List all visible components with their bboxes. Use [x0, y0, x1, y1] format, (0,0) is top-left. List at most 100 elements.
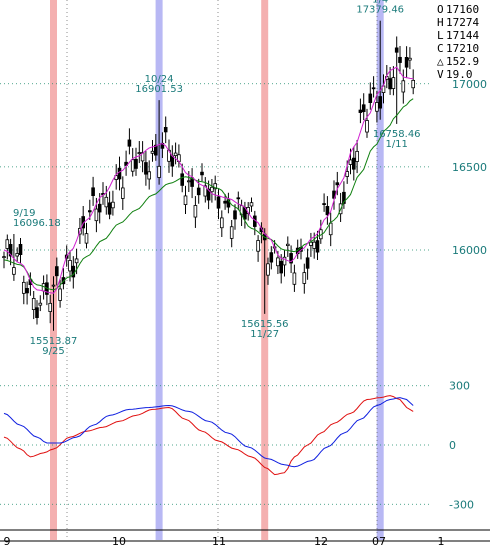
candle: [21, 275, 26, 305]
candle-body: [328, 222, 333, 236]
ohlc-readout: O 17160 H 17274 L 17144 C 17210 △ 152.9 …: [437, 3, 479, 81]
candle-body: [302, 272, 307, 284]
candle: [249, 197, 254, 212]
candle: [355, 139, 359, 174]
annotation-low: 11/27: [250, 329, 279, 340]
annotation-high: 10/24: [145, 74, 174, 85]
month-label: 1: [438, 535, 445, 548]
candle-body: [269, 252, 274, 263]
candle-body: [21, 281, 26, 294]
candle-body: [58, 288, 62, 301]
ohlc-volume-label: V: [437, 68, 444, 81]
candle: [394, 36, 399, 124]
candle-body: [289, 253, 293, 264]
candle-body: [355, 150, 359, 162]
annotation-low: 16758.46: [373, 129, 421, 140]
ohlc-open-label: O: [437, 3, 444, 16]
candle-body: [107, 202, 112, 215]
candle: [398, 45, 402, 74]
candle: [35, 300, 39, 325]
candle: [84, 222, 89, 249]
candle: [219, 210, 224, 237]
candle: [117, 156, 122, 191]
candle: [325, 196, 330, 225]
ma-short-line: [3, 66, 414, 294]
candle-body: [94, 208, 99, 222]
candle-body: [375, 102, 379, 112]
candle-body: [236, 197, 241, 200]
candle-body: [91, 187, 95, 197]
candle-body: [371, 87, 376, 90]
highlight-band-9-25: [50, 0, 57, 540]
candle: [157, 100, 161, 185]
candle-body: [55, 266, 59, 277]
candle: [167, 139, 171, 173]
annotation-low: 15513.87: [30, 336, 78, 347]
candle: [104, 185, 109, 215]
candle-body: [266, 263, 270, 276]
candle: [170, 145, 175, 177]
candle: [411, 69, 415, 95]
candle-body: [173, 152, 178, 157]
candle: [279, 254, 283, 284]
candle: [243, 201, 247, 229]
candle-body: [137, 152, 142, 154]
candle-body: [104, 196, 109, 208]
month-label: 12: [314, 535, 328, 548]
candle: [408, 47, 412, 70]
ohlc-open-value: 17160: [446, 3, 479, 16]
candle-body: [186, 180, 191, 183]
candle-body: [163, 127, 168, 133]
ohlc-close-value: 17210: [446, 42, 479, 55]
osc-tick-label: -300: [449, 498, 474, 511]
candle-body: [144, 162, 148, 175]
candle: [269, 246, 274, 270]
candle: [315, 230, 320, 261]
candle-body: [200, 171, 204, 176]
candle: [177, 144, 181, 168]
candle: [173, 142, 178, 165]
candle: [378, 20, 382, 120]
candle: [292, 264, 297, 292]
annotation-high: 16901.53: [135, 84, 183, 95]
candle: [45, 274, 49, 306]
candle-body: [282, 256, 287, 266]
candle-body: [404, 57, 409, 68]
candle: [328, 212, 333, 247]
candle-body: [378, 96, 382, 109]
candle-body: [216, 196, 221, 209]
candle: [190, 168, 194, 199]
month-label: 9: [4, 535, 11, 548]
candle: [193, 196, 198, 228]
candle: [147, 160, 152, 190]
candle-body: [401, 80, 406, 93]
candle: [233, 204, 237, 230]
highlight-band-10-24: [155, 0, 163, 540]
candle-body: [127, 139, 132, 147]
candle-body: [322, 203, 326, 205]
candle-body: [210, 186, 214, 193]
candle-body: [315, 240, 320, 253]
candle: [107, 191, 112, 220]
candle: [229, 219, 234, 248]
candle-body: [8, 244, 13, 257]
candle: [25, 281, 29, 305]
osc-tick-label: 300: [449, 380, 470, 393]
axis-labels: 16000 16500 17000 300 0 -300 9 10 11 12 07 1: [4, 78, 488, 548]
month-label: 07: [372, 535, 386, 548]
candle-body: [292, 272, 297, 285]
candle-body: [157, 165, 161, 178]
candle-body: [180, 173, 185, 186]
candle: [365, 108, 369, 138]
ohlc-change-value: 152.9: [446, 55, 479, 68]
candle-body: [325, 206, 330, 216]
candle: [210, 178, 214, 203]
candle-body: [358, 109, 363, 113]
highlight-band-1-4: [376, 0, 384, 540]
candle-body: [312, 241, 316, 249]
candle-body: [12, 267, 16, 275]
candle: [8, 238, 13, 266]
candle-body: [15, 253, 20, 257]
candle-body: [219, 217, 224, 229]
